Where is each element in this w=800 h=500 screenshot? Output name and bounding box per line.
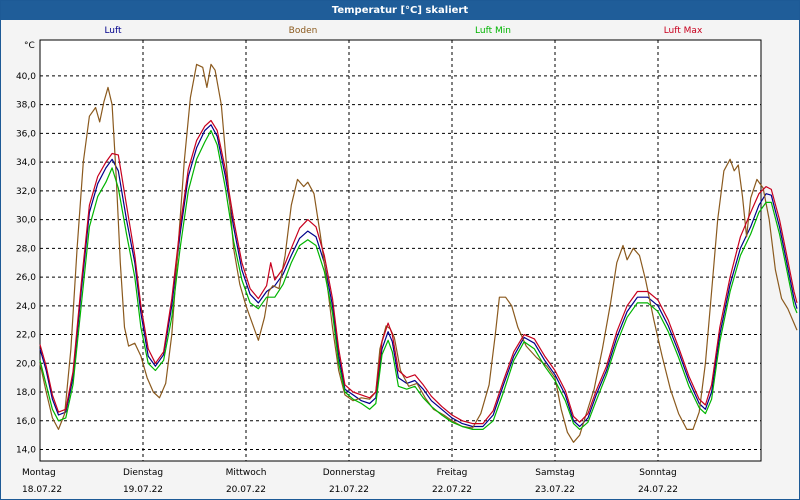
y-tick-label: 40,0: [16, 72, 36, 82]
legend-luft: Luft: [104, 26, 122, 36]
y-tick-label: 36,0: [16, 129, 36, 139]
x-day-label: Mittwoch: [226, 468, 267, 478]
y-tick-label: 28,0: [16, 244, 36, 254]
y-tick-label: 34,0: [16, 158, 36, 168]
y-tick-label: 20,0: [16, 359, 36, 369]
y-tick-label: 32,0: [16, 187, 36, 197]
x-date-label: 22.07.22: [432, 485, 472, 495]
chart-title: Temperatur [°C] skaliert: [1, 1, 799, 20]
grid-lines: [40, 40, 761, 461]
x-date-label: 23.07.22: [535, 485, 575, 495]
y-tick-label: 16,0: [16, 417, 36, 427]
y-tick-label: 14,0: [16, 446, 36, 456]
series-line-boden: [39, 63, 798, 443]
x-date-label: 20.07.22: [226, 485, 266, 495]
x-axis: Montag 18.07.22 Dienstag 19.07.22 Mittwoch 20…: [22, 468, 678, 495]
x-day-label: Sonntag: [639, 468, 676, 478]
y-tick-label: 30,0: [16, 216, 36, 226]
x-day-label: Freitag: [437, 468, 468, 478]
x-date-label: 24.07.22: [638, 485, 678, 495]
y-tick-label: 24,0: [16, 302, 36, 312]
y-axis-unit: °C: [24, 41, 35, 51]
legend-boden: Boden: [289, 26, 318, 36]
series-line-luft: [39, 124, 798, 428]
y-tick-label: 26,0: [16, 273, 36, 283]
x-day-label: Montag: [22, 468, 56, 478]
x-day-label: Samstag: [535, 468, 574, 478]
x-date-label: 19.07.22: [123, 485, 163, 495]
y-tick-label: 22,0: [16, 331, 36, 341]
legend-luft-min: Luft Min: [475, 26, 511, 36]
legend-luft-max: Luft Max: [664, 26, 703, 36]
y-axis: °C 14,0 16,0 18,0 20,0 22,0 24,0 26,0 28,0 30,0 3…: [16, 41, 36, 456]
x-date-label: 21.07.22: [329, 485, 369, 495]
plot-area: [39, 39, 762, 462]
y-tick-label: 18,0: [16, 388, 36, 398]
series-lines: [39, 63, 798, 443]
x-day-label: Donnerstag: [323, 468, 376, 478]
series-line-luft-min: [39, 129, 798, 430]
legend: Luft Boden Luft Min Luft Max: [104, 26, 703, 36]
x-date-label: 18.07.22: [22, 485, 62, 495]
x-day-label: Dienstag: [123, 468, 163, 478]
series-line-luft-max: [39, 119, 798, 425]
y-tick-label: 38,0: [16, 101, 36, 111]
